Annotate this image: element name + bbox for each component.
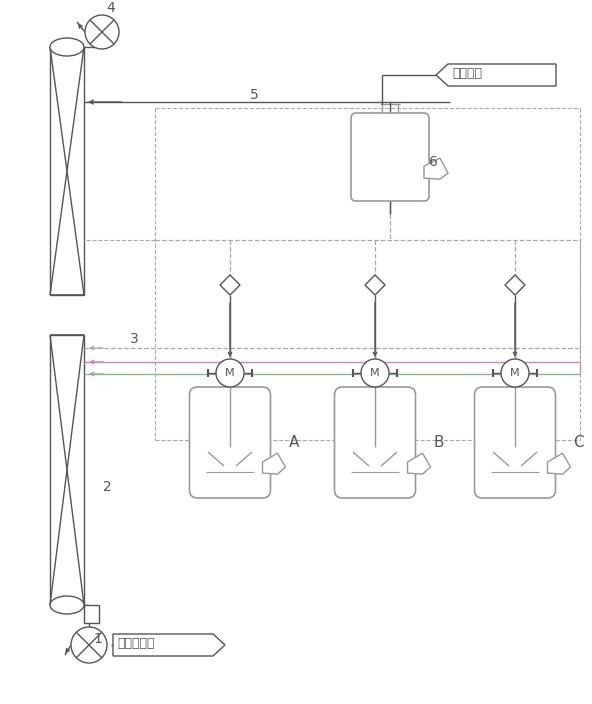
- Text: M: M: [370, 368, 380, 378]
- Text: M: M: [225, 368, 235, 378]
- Polygon shape: [436, 64, 556, 86]
- Bar: [84, 605, 99, 623]
- Circle shape: [71, 627, 107, 663]
- Circle shape: [501, 359, 529, 387]
- Text: 新鲜甲醇: 新鲜甲醇: [452, 67, 482, 80]
- Polygon shape: [220, 275, 240, 295]
- Bar: [50, 335, 84, 605]
- Polygon shape: [365, 275, 385, 295]
- FancyBboxPatch shape: [189, 387, 271, 498]
- Circle shape: [216, 359, 244, 387]
- Polygon shape: [505, 275, 525, 295]
- Ellipse shape: [50, 38, 84, 56]
- Text: A: A: [288, 435, 299, 450]
- Polygon shape: [407, 453, 430, 474]
- Text: B: B: [433, 435, 444, 450]
- Text: 4: 4: [106, 1, 115, 15]
- Text: M: M: [510, 368, 520, 378]
- Polygon shape: [262, 453, 285, 474]
- FancyBboxPatch shape: [334, 387, 416, 498]
- Text: 1: 1: [93, 632, 102, 646]
- Text: 2: 2: [103, 480, 112, 494]
- Circle shape: [85, 15, 119, 49]
- Polygon shape: [548, 453, 571, 474]
- FancyBboxPatch shape: [475, 387, 555, 498]
- Ellipse shape: [50, 596, 84, 614]
- Circle shape: [361, 359, 389, 387]
- Polygon shape: [424, 158, 448, 179]
- Text: 5: 5: [250, 88, 259, 102]
- Text: 去废水储罐: 去废水储罐: [117, 637, 155, 650]
- FancyBboxPatch shape: [351, 113, 429, 201]
- Polygon shape: [113, 634, 225, 656]
- Text: 6: 6: [429, 155, 438, 169]
- Text: C: C: [574, 435, 584, 450]
- Text: 3: 3: [130, 332, 139, 346]
- Bar: [50, 47, 84, 295]
